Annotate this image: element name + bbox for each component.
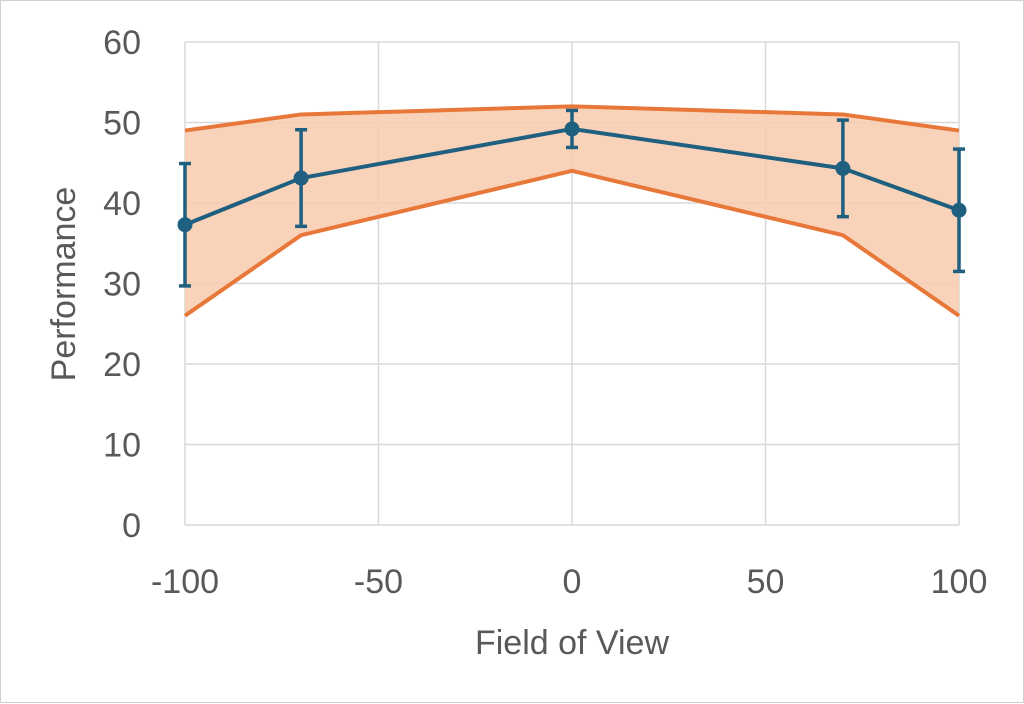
y-tick-label: 60 — [103, 24, 141, 62]
y-tick-label: 40 — [103, 185, 141, 223]
data-point — [951, 202, 967, 218]
data-point — [177, 217, 193, 233]
x-tick-labels: -100 -50 0 50 100 — [151, 563, 987, 601]
y-tick-label: 10 — [103, 427, 141, 465]
x-axis-title: Field of View — [475, 624, 669, 662]
x-tick-label: -100 — [151, 563, 219, 601]
data-point — [835, 160, 851, 176]
x-tick-label: 0 — [563, 563, 582, 601]
y-tick-label: 0 — [122, 507, 141, 545]
y-tick-label: 30 — [103, 266, 141, 304]
x-tick-label: 100 — [931, 563, 988, 601]
series-layer — [177, 108, 967, 288]
band-upper-line — [184, 104, 960, 133]
band-lower-line — [183, 168, 961, 318]
y-axis-title: Performance — [45, 187, 83, 382]
data-point — [293, 170, 309, 186]
data-point — [564, 121, 580, 137]
y-tick-label: 50 — [103, 105, 141, 143]
x-tick-label: -50 — [354, 563, 403, 601]
y-tick-labels: 0 10 20 30 40 50 60 — [103, 24, 141, 545]
y-tick-label: 20 — [103, 346, 141, 384]
x-tick-label: 50 — [747, 563, 785, 601]
